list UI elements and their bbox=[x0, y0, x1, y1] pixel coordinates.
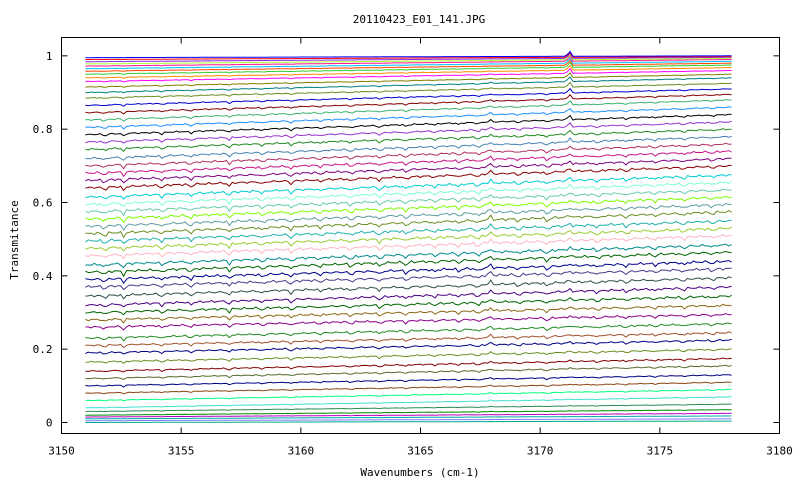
series-line bbox=[85, 150, 732, 178]
series-line bbox=[85, 196, 732, 224]
series-line bbox=[85, 51, 732, 61]
x-tick-label: 3165 bbox=[407, 445, 434, 458]
series-line bbox=[85, 415, 732, 420]
series-line bbox=[85, 226, 732, 252]
series-line bbox=[85, 120, 732, 144]
series-line bbox=[85, 233, 732, 260]
series-line bbox=[85, 106, 732, 130]
series-line bbox=[85, 99, 732, 122]
series-line bbox=[85, 313, 732, 331]
series-line bbox=[85, 81, 732, 99]
series-layer bbox=[85, 50, 732, 423]
series-line bbox=[85, 157, 732, 184]
series-line bbox=[85, 357, 732, 373]
series-line bbox=[85, 409, 732, 416]
series-line bbox=[85, 412, 732, 418]
series-line bbox=[85, 64, 732, 79]
series-line bbox=[85, 243, 732, 269]
x-tick-label: 3155 bbox=[168, 445, 195, 458]
x-axis-label: Wavenumbers (cm-1) bbox=[360, 466, 479, 479]
x-tick-label: 3160 bbox=[288, 445, 315, 458]
y-tick-label: 1 bbox=[46, 50, 53, 63]
y-tick-label: 0.6 bbox=[33, 197, 53, 210]
series-line bbox=[85, 294, 732, 316]
series-line bbox=[85, 388, 732, 402]
y-tick-label: 0.2 bbox=[33, 343, 53, 356]
y-tick-label: 0.4 bbox=[33, 270, 53, 283]
axis-layer: 3150 3155 3160 3165 3170 3175 3180 0 0.2 0.4 0.6 0.… bbox=[33, 37, 793, 458]
series-line bbox=[85, 285, 732, 308]
series-line bbox=[85, 128, 732, 153]
series-line bbox=[85, 331, 732, 349]
series-line bbox=[85, 135, 732, 161]
series-line bbox=[85, 87, 732, 107]
series-line bbox=[85, 55, 732, 67]
x-tick-label: 3170 bbox=[527, 445, 554, 458]
y-tick-label: 0 bbox=[46, 417, 53, 430]
series-line bbox=[85, 67, 732, 83]
series-line bbox=[85, 374, 732, 388]
series-line bbox=[85, 180, 732, 208]
x-tick-label: 3180 bbox=[766, 445, 793, 458]
series-line bbox=[85, 142, 732, 170]
chart-title: 20110423_E01_141.JPG bbox=[353, 13, 485, 26]
series-line bbox=[85, 276, 732, 300]
series-line bbox=[85, 59, 732, 72]
series-line bbox=[85, 113, 732, 137]
series-line bbox=[85, 267, 732, 291]
series-line bbox=[85, 57, 732, 70]
series-line bbox=[85, 420, 732, 423]
series-line bbox=[85, 209, 732, 239]
series-line bbox=[85, 52, 732, 63]
series-line bbox=[85, 219, 732, 244]
series-line bbox=[85, 93, 732, 115]
series-line bbox=[85, 338, 732, 355]
series-line bbox=[85, 322, 732, 342]
series-line bbox=[85, 61, 732, 75]
series-line bbox=[85, 364, 732, 380]
series-line bbox=[85, 250, 732, 278]
series-line bbox=[85, 403, 732, 413]
series-line bbox=[85, 50, 732, 59]
series-line bbox=[85, 259, 732, 284]
series-line bbox=[85, 188, 732, 217]
series-line bbox=[85, 202, 732, 231]
x-tick-label: 3175 bbox=[647, 445, 674, 458]
series-line bbox=[85, 76, 732, 94]
series-line bbox=[85, 174, 732, 200]
series-line bbox=[85, 303, 732, 324]
series-line bbox=[85, 396, 732, 409]
series-line bbox=[85, 165, 732, 192]
series-line bbox=[85, 72, 732, 88]
y-tick-label: 0.8 bbox=[33, 123, 53, 136]
series-line bbox=[85, 54, 732, 65]
series-line bbox=[85, 418, 732, 422]
x-tick-label: 3150 bbox=[48, 445, 75, 458]
series-line bbox=[85, 381, 732, 395]
series-line bbox=[85, 348, 732, 364]
y-axis-label: Transmitance bbox=[8, 200, 21, 279]
